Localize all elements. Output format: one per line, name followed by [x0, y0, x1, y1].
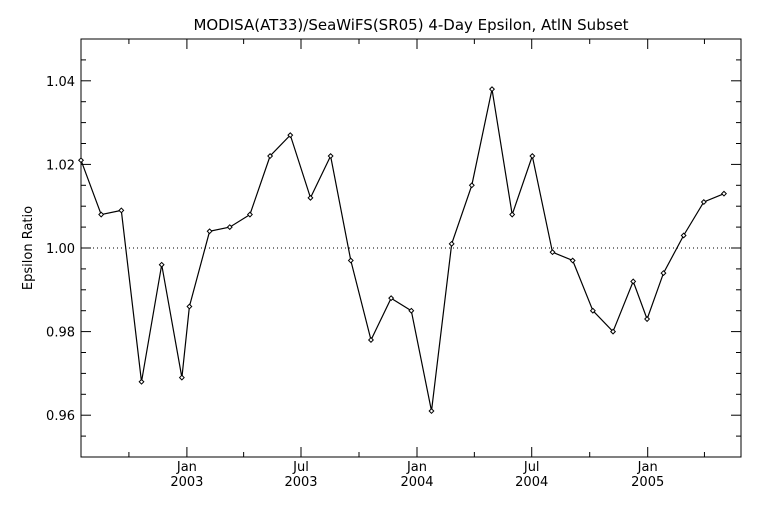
data-point [408, 307, 415, 314]
axis-ticks [81, 39, 741, 457]
chart-title: MODISA(AT33)/SeaWiFS(SR05) 4-Day Epsilon… [193, 16, 628, 34]
plot-frame [80, 38, 742, 458]
x-tick-year-label: 2004 [515, 475, 548, 490]
data-point [610, 328, 617, 335]
data-point [347, 257, 354, 264]
data-point [158, 261, 165, 268]
data-point [388, 295, 395, 302]
data-point [287, 132, 294, 139]
data-point [186, 303, 193, 310]
data-point [589, 307, 596, 314]
x-tick-month-label: Jul [523, 460, 540, 475]
x-tick-month-label: Jul [292, 460, 309, 475]
x-tick-month-label: Jan [176, 460, 197, 475]
data-point [660, 270, 667, 277]
data-point [569, 257, 576, 264]
series-line [80, 89, 725, 412]
data-point [206, 228, 213, 235]
data-point [367, 336, 374, 343]
x-tick-year-label: 2003 [170, 475, 203, 490]
data-point [720, 190, 727, 197]
data-point [307, 194, 314, 201]
data-point [428, 408, 435, 415]
x-tick-month-label: Jan [406, 460, 427, 475]
data-point [118, 207, 125, 214]
y-tick-label: 0.98 [46, 326, 75, 341]
data-point [178, 374, 185, 381]
data-point [630, 278, 637, 285]
data-point [468, 182, 475, 189]
x-tick-year-label: 2005 [631, 475, 664, 490]
data-point [509, 211, 516, 218]
data-point [267, 153, 274, 160]
data-point [138, 378, 145, 385]
data-point [488, 86, 496, 93]
y-tick-label: 1.00 [46, 242, 75, 257]
data-point [98, 211, 105, 218]
x-tick-month-label: Jan [637, 460, 658, 475]
data-point [448, 240, 455, 247]
series-group [77, 86, 727, 415]
x-tick-year-label: 2003 [284, 475, 317, 490]
y-axis-label: Epsilon Ratio [21, 206, 36, 290]
y-tick-label: 0.96 [46, 409, 75, 424]
data-point [226, 224, 233, 231]
x-tick-year-label: 2004 [400, 475, 433, 490]
y-tick-label: 1.04 [46, 75, 75, 90]
data-point [77, 157, 85, 164]
y-tick-label: 1.02 [46, 158, 75, 173]
data-point [700, 199, 707, 206]
data-point [680, 232, 687, 239]
data-point [644, 316, 651, 323]
data-point [327, 153, 334, 160]
data-point [529, 153, 536, 160]
data-point [246, 211, 253, 218]
data-point [549, 249, 556, 256]
tick-labels: 0.960.981.001.021.04Jan2003Jul2003Jan200… [46, 75, 664, 490]
